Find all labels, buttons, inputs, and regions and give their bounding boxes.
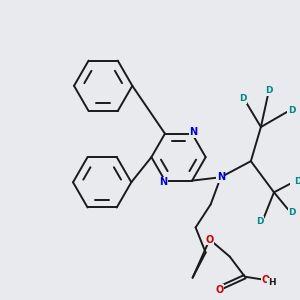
Text: D: D (289, 208, 296, 217)
Text: H: H (268, 278, 275, 287)
Text: N: N (190, 127, 198, 137)
Text: D: D (256, 217, 264, 226)
Text: D: D (239, 94, 247, 103)
Text: D: D (265, 86, 273, 95)
Text: O: O (206, 235, 214, 244)
Text: D: D (288, 106, 295, 115)
Text: O: O (262, 275, 270, 285)
Text: O: O (216, 285, 224, 295)
Text: N: N (159, 177, 167, 187)
Text: N: N (217, 172, 225, 182)
Text: D: D (294, 177, 300, 186)
